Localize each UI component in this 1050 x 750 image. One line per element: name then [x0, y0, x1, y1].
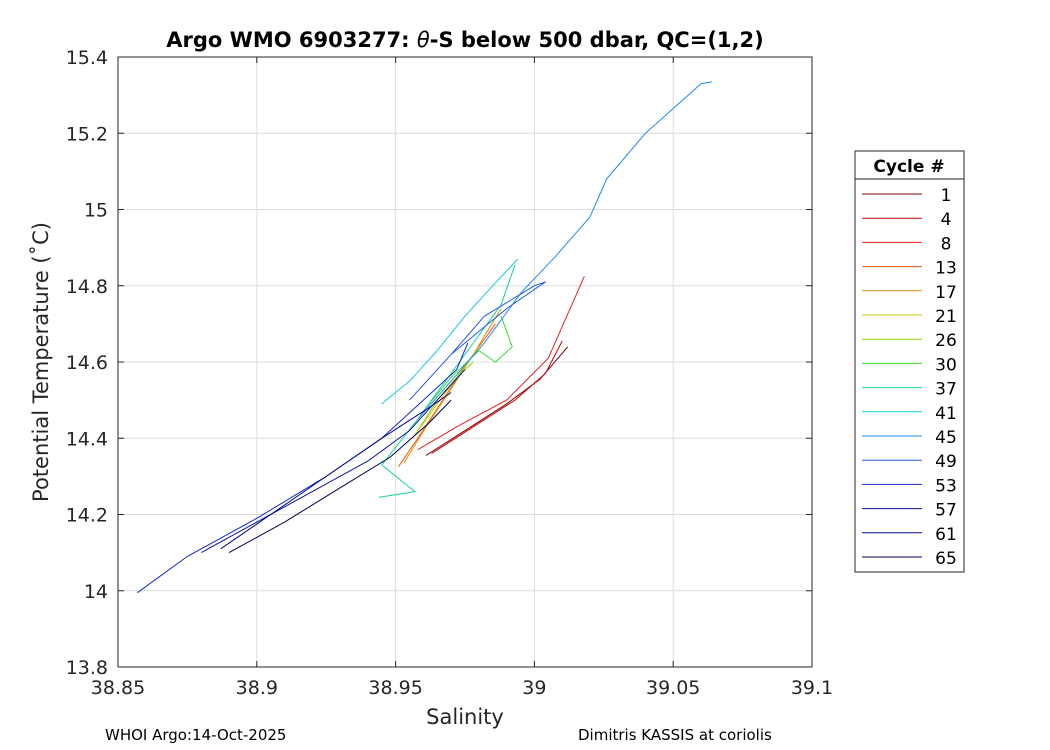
legend-title: Cycle #: [873, 157, 944, 177]
y-tick-label: 15.2: [66, 123, 108, 145]
legend-label-cycle-26: 26: [935, 331, 957, 351]
x-tick-label: 39: [522, 677, 546, 699]
footer-right: Dimitris KASSIS at coriolis: [578, 726, 772, 744]
legend-label-cycle-4: 4: [941, 210, 952, 230]
series-line-cycle-30: [425, 316, 513, 409]
y-axis-label: Potential Temperature (˚C): [29, 222, 53, 502]
y-tick-label: 15: [84, 200, 108, 222]
x-tick-label: 39.1: [791, 677, 833, 699]
legend-label-cycle-8: 8: [941, 234, 952, 254]
y-tick-label: 14.2: [66, 505, 108, 527]
y-tick-label: 13.8: [66, 657, 108, 679]
legend-label-cycle-57: 57: [935, 501, 957, 521]
y-tick-label: 14.8: [66, 276, 108, 298]
x-axis-label: Salinity: [426, 705, 504, 729]
series-line-cycle-45: [417, 81, 713, 420]
legend-label-cycle-41: 41: [935, 404, 957, 424]
legend-box: [854, 150, 965, 573]
title-suffix: -S below 500 dbar, QC=(1,2): [430, 28, 764, 52]
chart-title: Argo WMO 6903277: θ-S below 500 dbar, QC…: [166, 28, 763, 52]
series-line-cycle-4: [431, 340, 563, 454]
series-lines: [137, 81, 713, 594]
legend-label-cycle-65: 65: [935, 549, 957, 569]
series-line-cycle-65: [228, 399, 452, 554]
axis-ticks: 38.85 38.9 38.95 39 39.05 39.1 13.8 14 14.2 14.4 1…: [66, 47, 833, 699]
y-tick-label: 14.6: [66, 352, 108, 374]
legend-label-cycle-53: 53: [935, 476, 957, 496]
legend-label-cycle-30: 30: [935, 355, 957, 375]
series-line-cycle-61: [220, 392, 452, 550]
legend-items: 1 4 8 13 17 21 26 30 37 41 45 49 53 57 61 65: [862, 186, 957, 569]
series-line-cycle-53: [137, 342, 469, 594]
legend-label-cycle-61: 61: [935, 525, 957, 545]
y-tick-label: 14: [84, 581, 108, 603]
series-line-cycle-8: [417, 275, 585, 451]
legend-label-cycle-45: 45: [935, 428, 957, 448]
legend-label-cycle-13: 13: [935, 259, 957, 279]
series-line-cycle-1: [425, 346, 569, 456]
series-line-cycle-17: [403, 308, 502, 464]
grid: [118, 57, 812, 667]
series-line-cycle-41: [381, 258, 519, 405]
series-line-cycle-37: [378, 264, 516, 498]
legend-label-cycle-17: 17: [935, 283, 957, 303]
y-tick-label: 15.4: [66, 47, 108, 69]
legend-label-cycle-37: 37: [935, 380, 957, 400]
x-tick-label: 39.05: [646, 677, 700, 699]
footer-left: WHOI Argo:14-Oct-2025: [105, 726, 287, 744]
title-prefix: Argo WMO 6903277:: [166, 28, 417, 52]
x-tick-label: 38.85: [91, 677, 145, 699]
legend-label-cycle-49: 49: [935, 452, 957, 472]
x-tick-label: 38.95: [368, 677, 422, 699]
series-line-cycle-57: [201, 369, 466, 554]
series-line-cycle-49: [409, 281, 546, 401]
legend-label-cycle-1: 1: [941, 186, 952, 206]
x-tick-label: 38.9: [236, 677, 278, 699]
legend-label-cycle-21: 21: [935, 307, 957, 327]
legend: Cycle # 1 4 8 13 17 21 26 30 37 41 45 49 53 57 61 65: [854, 150, 965, 573]
title-theta: θ: [417, 28, 430, 52]
y-tick-label: 14.4: [66, 428, 108, 450]
